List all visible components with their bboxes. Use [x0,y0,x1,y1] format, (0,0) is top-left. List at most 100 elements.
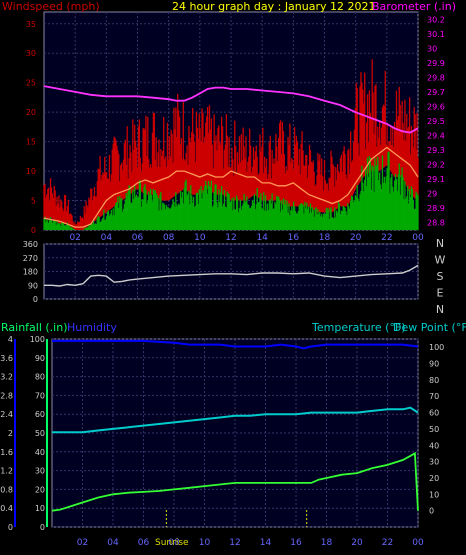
temp-x-tick-label: 04 [107,538,119,548]
temp-grid [52,338,419,528]
direction-y-tick-label: 270 [23,254,38,263]
compass-label: W [435,254,446,267]
compass-label: N [436,237,444,250]
humidity-y-tick-label: 30 [35,467,45,476]
baro-y-tick-label: 29.3 [427,146,445,155]
temp-x-tick-label: 06 [138,538,150,548]
direction-y-tick-label: 360 [23,240,38,249]
wind-y-tick-label: 15 [26,138,36,147]
baro-y-tick-label: 29.7 [427,88,445,97]
rain-y-tick-label: 3.6 [0,354,13,363]
rain-y-tick-label: 0 [8,523,13,532]
barometer-line [43,85,419,134]
rain-y-tick-label: 4 [8,335,13,344]
wind-x-tick-label: 16 [288,233,300,243]
dewpoint-axis-title: Dew Point (°F) [393,321,466,334]
wind-y-tick-label: 10 [26,167,36,176]
rain-y-tick-label: 2.4 [0,410,13,419]
temp-x-tick-label: 00 [412,538,424,548]
temp-y-tick-label: 100 [429,343,444,352]
temp-x-tick-labels: 02 04 06 08 10 12 14 16 18 20 22 00 [77,538,424,548]
wind-x-tick-label: 02 [69,233,80,243]
humidity-y-tick-label: 10 [35,504,45,513]
direction-y-tick-labels: 360 270 180 90 0 [23,240,38,304]
wind-y-tick-label: 35 [26,20,36,29]
temp-series [51,339,419,527]
direction-y-tick-label: 180 [23,268,38,277]
wind-x-tick-label: 18 [319,233,331,243]
humidity-y-tick-label: 90 [35,354,45,363]
wind-y-tick-label: 30 [26,49,36,58]
temp-y-tick-label: 0 [429,507,434,516]
compass-label: S [437,270,444,283]
baro-y-tick-label: 29.6 [427,102,445,111]
wind-y-tick-label: 25 [26,79,36,88]
baro-y-tick-label: 29 [427,190,437,199]
rain-y-tick-label: 2 [8,429,13,438]
temp-y-tick-label: 50 [429,425,439,434]
barometer-axis-title: Barometer (.in) [372,0,456,13]
temp-y-tick-label: 10 [429,490,439,499]
temp-humidity-chart: 0 0.4 0.8 1.2 1.6 2 2.4 2.8 3.2 3.6 4 0 10 20 30 40 50 6… [0,321,466,548]
wind-y-tick-label: 0 [31,226,36,235]
humidity-y-tick-label: 50 [35,429,45,438]
baro-y-tick-label: 29.1 [427,175,445,184]
temperature-axis-title: Temperature (°F) [311,321,406,334]
humidity-y-tick-label: 0 [40,523,45,532]
baro-y-tick-label: 29.9 [427,59,445,68]
wind-x-tick-label: 06 [132,233,144,243]
temp-x-tick-label: 14 [260,538,272,548]
direction-y-tick-label: 0 [33,295,38,304]
rain-axis-rail [14,339,16,527]
direction-series [44,264,419,287]
wind-x-tick-label: 04 [101,233,113,243]
temp-x-tick-label: 16 [290,538,302,548]
rain-y-tick-label: 1.6 [0,448,13,457]
wind-y-tick-label: 20 [26,108,36,117]
wind-x-tick-label: 22 [381,233,392,243]
humidity-y-tick-labels: 0 10 20 30 40 50 60 70 80 90 100 [30,335,45,532]
temp-x-tick-label: 20 [351,538,363,548]
humidity-y-tick-label: 20 [35,485,45,494]
humidity-y-tick-label: 70 [35,391,45,400]
temperature-line [51,451,419,512]
rain-y-tick-label: 3.2 [0,373,13,382]
temp-y-tick-label: 20 [429,474,439,483]
humidity-axis-rail [46,339,48,527]
compass-label: E [437,287,444,300]
wind-x-tick-labels: 02 04 06 08 10 12 14 16 18 20 22 00 [69,233,424,243]
baro-y-tick-label: 29.5 [427,117,445,126]
wind-series [43,59,419,230]
wind-x-tick-label: 14 [256,233,268,243]
baro-y-tick-label: 29.8 [427,73,445,82]
humidity-y-tick-label: 80 [35,373,45,382]
baro-y-tick-label: 29.4 [427,132,445,141]
wind-x-tick-label: 12 [225,233,236,243]
baro-y-tick-label: 30.1 [427,30,445,39]
temp-y-tick-label: 40 [429,441,439,450]
wind-direction-line [44,264,419,287]
sunrise-label: Sunrise [155,538,189,548]
temp-y-tick-label: 70 [429,392,439,401]
temp-y-tick-labels: 0 10 20 30 40 50 60 70 80 90 100 [429,343,444,515]
wind-x-tick-label: 10 [194,233,206,243]
dewpoint-line [52,406,419,434]
temp-x-tick-label: 08 [168,538,180,548]
chart-title: 24 hour graph day : January 12 2021 [172,0,376,13]
wind-y-tick-labels: 0 5 10 15 20 25 30 35 [26,20,36,235]
temp-x-tick-label: 18 [321,538,333,548]
wind-y-tick-label: 5 [31,197,36,206]
baro-y-tick-label: 30 [427,44,437,53]
rainfall-axis-title: Rainfall (.in) [1,321,68,334]
direction-y-tick-label: 90 [28,281,38,290]
temp-x-tick-label: 10 [199,538,211,548]
rain-y-tick-label: 0.4 [0,504,13,513]
baro-y-tick-label: 29.2 [427,161,445,170]
direction-grid [44,243,419,300]
temp-y-tick-label: 30 [429,458,439,467]
wind-baro-chart: 0 5 10 15 20 25 30 35 28.8 28.9 29 29.1 29.2 29.3 29.… [2,0,456,243]
temp-y-tick-label: 80 [429,376,439,385]
